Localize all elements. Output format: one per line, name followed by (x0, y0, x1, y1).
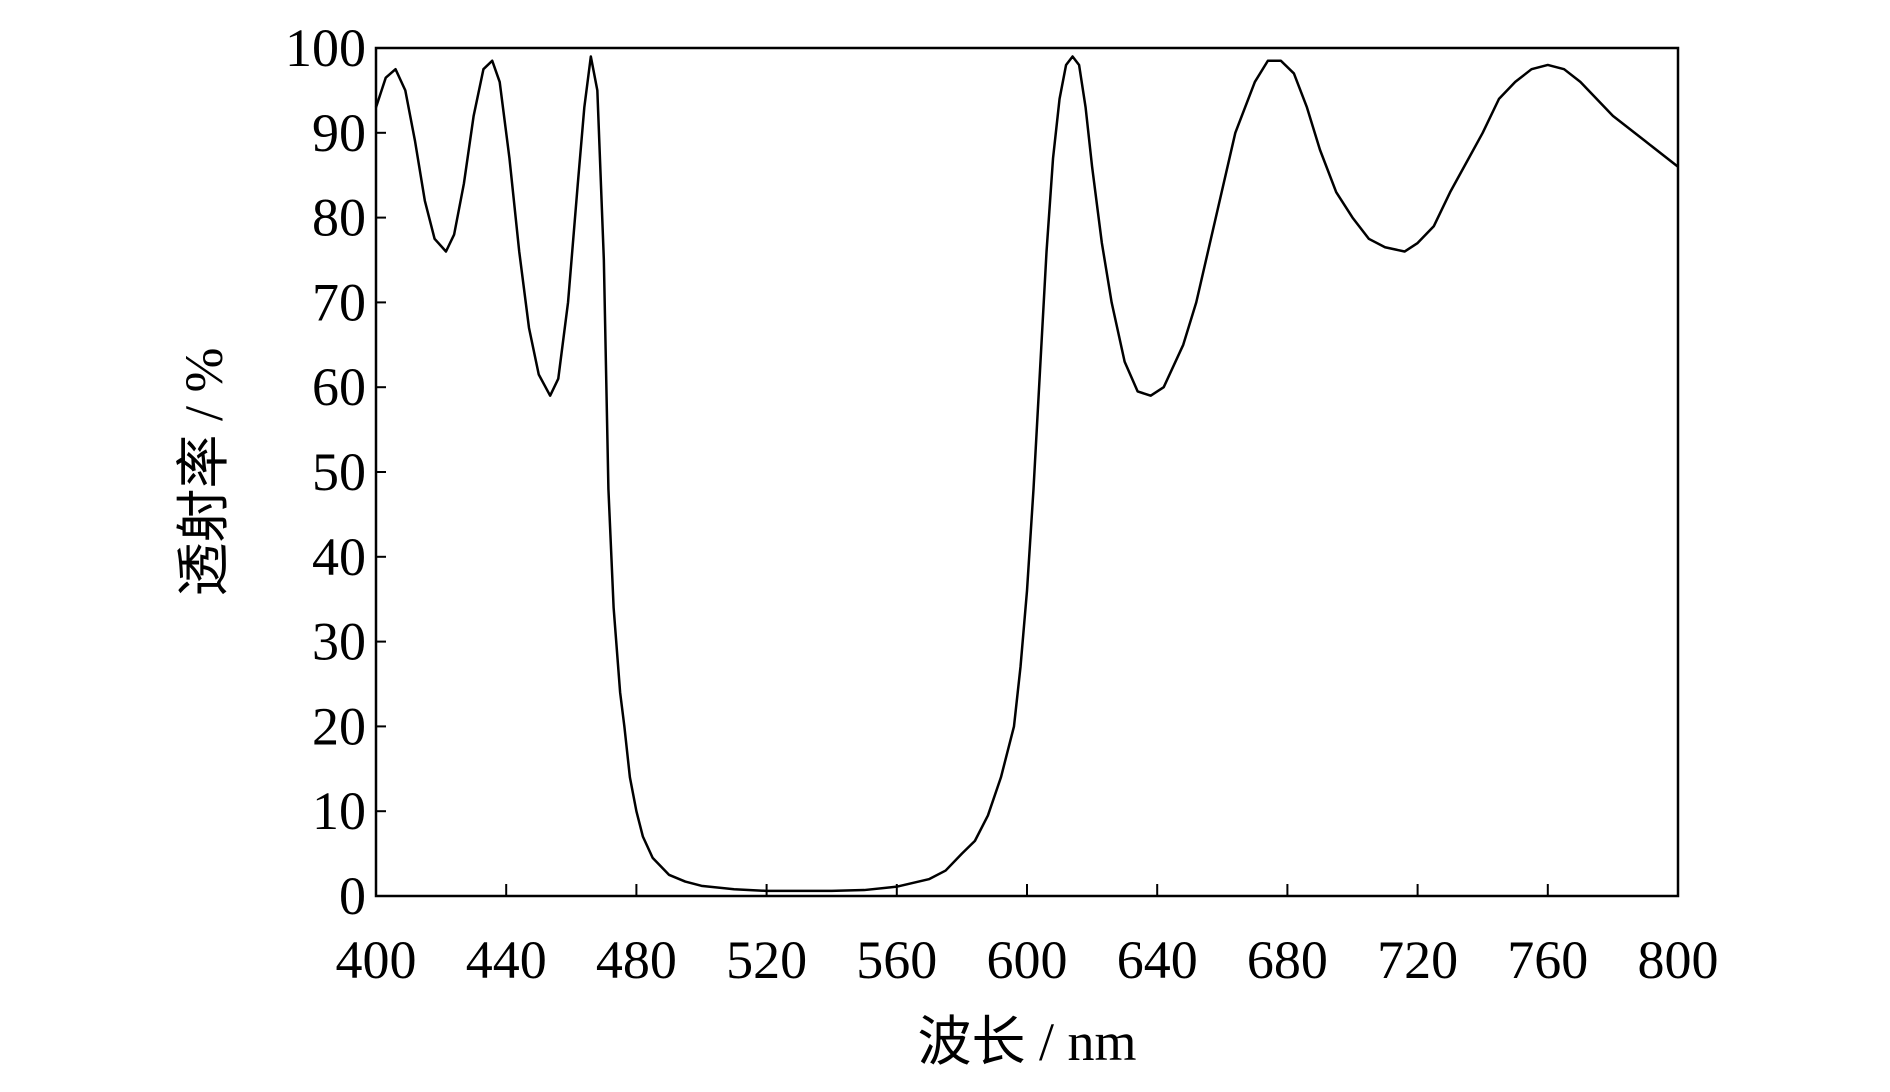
x-tick-label: 640 (1117, 930, 1198, 990)
y-tick-label: 30 (312, 612, 366, 672)
y-tick-label: 100 (285, 18, 366, 78)
x-tick-label: 560 (856, 930, 937, 990)
y-tick-label: 90 (312, 103, 366, 163)
x-tick-label: 760 (1507, 930, 1588, 990)
y-axis-label: 透射率 / % (174, 348, 234, 597)
y-tick-label: 20 (312, 696, 366, 756)
data-line (374, 55, 1679, 893)
y-tick-label: 40 (312, 527, 366, 587)
x-tick-label: 520 (726, 930, 807, 990)
x-tick-label: 680 (1247, 930, 1328, 990)
y-tick-label: 60 (312, 357, 366, 417)
y-tick-label: 80 (312, 188, 366, 248)
y-tick-label: 50 (312, 442, 366, 502)
x-tick-label: 800 (1638, 930, 1719, 990)
y-tick-label: 70 (312, 272, 366, 332)
x-tick-label: 600 (987, 930, 1068, 990)
x-axis-label: 波长 / nm (917, 1012, 1136, 1072)
y-tick-label: 10 (312, 781, 366, 841)
x-tick-label: 440 (466, 930, 547, 990)
x-tick-label: 720 (1377, 930, 1458, 990)
y-tick-label: 0 (339, 866, 366, 926)
plot-frame (374, 46, 1680, 898)
x-tick-label: 480 (596, 930, 677, 990)
x-tick-label: 400 (336, 930, 417, 990)
